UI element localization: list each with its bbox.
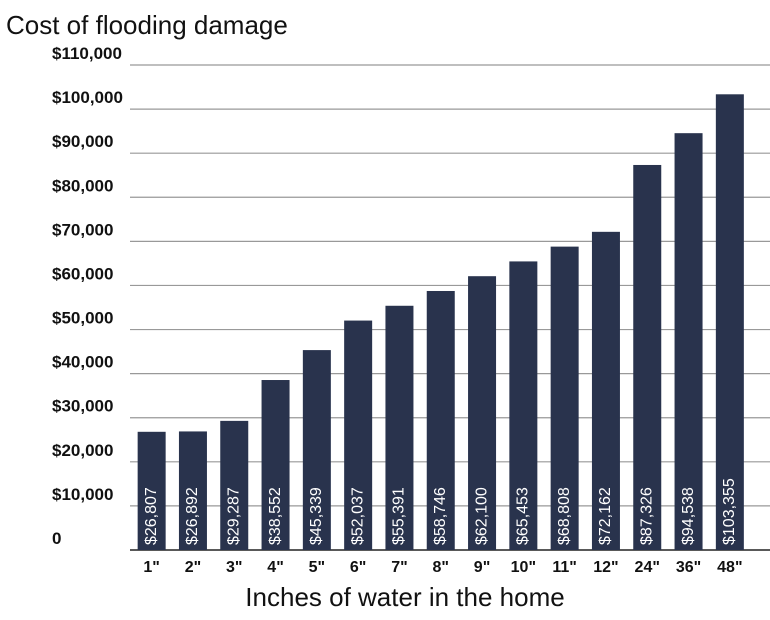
bar <box>220 420 249 550</box>
y-tick-label: $30,000 <box>52 397 113 416</box>
bar <box>674 133 703 550</box>
value-label: $52,037 <box>349 487 366 545</box>
bar <box>344 320 373 550</box>
x-tick-label: 1" <box>143 559 159 576</box>
value-label: $58,746 <box>432 487 449 545</box>
x-tick-label: 12" <box>593 559 618 576</box>
x-tick-label: 48" <box>717 559 742 576</box>
value-label: $103,355 <box>721 478 738 545</box>
bar <box>550 246 579 551</box>
y-tick-label: 0 <box>52 529 61 548</box>
x-axis-label: Inches of water in the home <box>245 582 564 612</box>
bar <box>633 164 662 550</box>
bar <box>468 276 497 550</box>
bar <box>302 350 331 550</box>
bar <box>261 380 290 550</box>
value-label: $55,391 <box>391 487 408 545</box>
x-tick-label: 2" <box>185 559 201 576</box>
bar <box>178 431 207 550</box>
y-tick-label: $110,000 <box>52 44 122 63</box>
y-tick-label: $10,000 <box>52 485 113 504</box>
x-tick-label: 11" <box>552 559 577 576</box>
y-tick-label: $50,000 <box>52 309 113 328</box>
value-label: $62,100 <box>473 487 490 545</box>
x-tick-label: 9" <box>474 559 490 576</box>
y-tick-label: $80,000 <box>52 176 113 195</box>
y-tick-label: $100,000 <box>52 88 123 107</box>
value-label: $87,326 <box>638 487 655 545</box>
value-label: $29,287 <box>225 487 242 545</box>
value-label: $65,453 <box>515 487 532 545</box>
x-tick-label: 10" <box>511 559 536 576</box>
y-tick-label: $70,000 <box>52 220 113 239</box>
y-tick-label: $60,000 <box>52 264 113 283</box>
bar <box>591 231 620 550</box>
y-tick-label: $20,000 <box>52 441 113 460</box>
bar <box>385 305 414 550</box>
value-label: $72,162 <box>597 487 614 545</box>
bar <box>137 431 166 550</box>
value-label: $26,892 <box>184 487 201 545</box>
value-label: $45,339 <box>308 487 325 545</box>
bar <box>509 261 538 550</box>
x-tick-label: 6" <box>350 559 366 576</box>
x-tick-label: 3" <box>226 559 242 576</box>
x-tick-label: 5" <box>309 559 325 576</box>
y-tick-label: $40,000 <box>52 353 113 372</box>
x-tick-label: 8" <box>433 559 449 576</box>
bar <box>715 94 744 551</box>
x-tick-label: 7" <box>391 559 407 576</box>
value-label: $68,808 <box>556 487 573 545</box>
value-label: $94,538 <box>680 487 697 545</box>
value-label: $38,552 <box>267 487 284 545</box>
x-tick-label: 4" <box>267 559 283 576</box>
x-tick-label: 24" <box>635 559 660 576</box>
chart-title: Cost of flooding damage <box>6 10 288 40</box>
x-tick-label: 36" <box>676 559 701 576</box>
bar <box>426 290 455 550</box>
y-tick-label: $90,000 <box>52 132 113 151</box>
value-label: $26,807 <box>143 487 160 545</box>
